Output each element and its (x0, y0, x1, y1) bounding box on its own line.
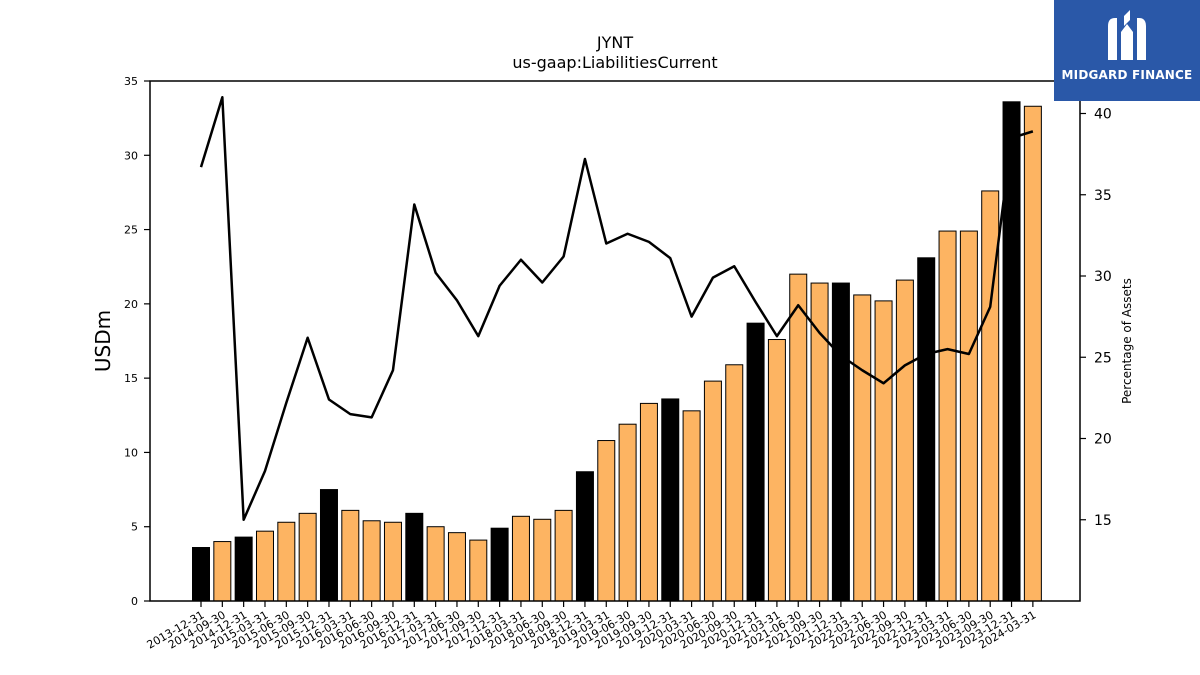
plot-frame (149, 80, 1081, 602)
y-tick-label: 20 (124, 298, 138, 311)
x-axis: 2013-12-312014-09-302014-12-312015-03-31… (145, 601, 1038, 652)
bar-2018-12-31 (575, 471, 594, 602)
bar-2022-09-30 (895, 279, 914, 602)
bar-2021-12-31 (831, 282, 850, 602)
bar-2017-12-31 (490, 527, 509, 602)
bar-2018-09-30 (554, 509, 573, 602)
y2-tick-label: 25 (1094, 350, 1112, 366)
y-tick-label: 10 (124, 446, 138, 459)
bar-2018-06-30 (533, 518, 552, 602)
logo-text: MIDGARD FINANCE (1061, 68, 1193, 82)
bar-2022-03-31 (853, 294, 872, 602)
bar-2018-03-31 (511, 515, 530, 602)
bar-2019-12-31 (661, 398, 680, 602)
bar-2015-06-30 (277, 521, 296, 602)
logo: MIDGARD FINANCE (1054, 0, 1200, 101)
y2-tick-label: 20 (1094, 432, 1112, 448)
bar-2021-03-31 (767, 339, 786, 602)
y2-tick-label: 40 (1094, 107, 1112, 123)
bar-2020-09-30 (725, 364, 744, 602)
bar-2015-12-31 (319, 489, 338, 602)
y2-axis-label: Percentage of Assets (1120, 278, 1134, 404)
bar-2020-06-30 (703, 380, 722, 602)
percentage-line (199, 96, 1034, 521)
bar-2024-03-31 (1023, 105, 1042, 602)
logo-mark-icon (1108, 10, 1146, 60)
bar-2023-03-31 (938, 230, 957, 602)
y-tick-label: 35 (124, 75, 138, 88)
bar-2017-09-30 (469, 539, 488, 602)
y2-tick-label: 30 (1094, 269, 1112, 285)
bar-2016-06-30 (362, 520, 381, 602)
chart-title: JYNT (596, 33, 633, 52)
bar-2015-03-31 (255, 530, 274, 602)
bar-series (192, 101, 1042, 602)
bar-2014-12-31 (234, 536, 253, 602)
bar-2020-12-31 (746, 322, 765, 602)
y-tick-label: 25 (124, 224, 138, 237)
bar-2017-03-31 (426, 526, 445, 602)
bar-2016-12-31 (405, 512, 424, 602)
bar-2019-06-30 (618, 423, 637, 602)
y-axis-right: 15 20 25 30 35 40 (1080, 107, 1112, 529)
bar-2020-03-31 (682, 410, 701, 602)
bar-2019-03-31 (597, 440, 616, 602)
bar-2021-06-30 (789, 273, 808, 602)
bar-2017-06-30 (447, 532, 466, 602)
y2-tick-label: 35 (1094, 188, 1112, 204)
y-axis-label: USDm (91, 310, 115, 372)
bar-2021-09-30 (810, 282, 829, 602)
y-tick-label: 0 (131, 595, 138, 608)
chart-subtitle: us-gaap:LiabilitiesCurrent (512, 53, 717, 72)
y-tick-label: 30 (124, 149, 138, 162)
bar-2014-09-30 (213, 541, 232, 602)
bar-2023-06-30 (959, 230, 978, 602)
bar-2015-09-30 (298, 512, 317, 602)
bar-2019-09-30 (639, 402, 658, 602)
y2-tick-label: 15 (1094, 513, 1112, 529)
y-tick-label: 15 (124, 372, 138, 385)
y-axis-left: 0 5 10 15 20 25 30 35 (124, 75, 150, 608)
bar-2022-06-30 (874, 300, 893, 602)
bar-2016-09-30 (383, 521, 402, 602)
bar-2013-12-31 (192, 547, 210, 602)
bar-2022-12-31 (917, 257, 936, 602)
bar-2016-03-31 (341, 509, 360, 602)
y-tick-label: 5 (131, 521, 138, 534)
